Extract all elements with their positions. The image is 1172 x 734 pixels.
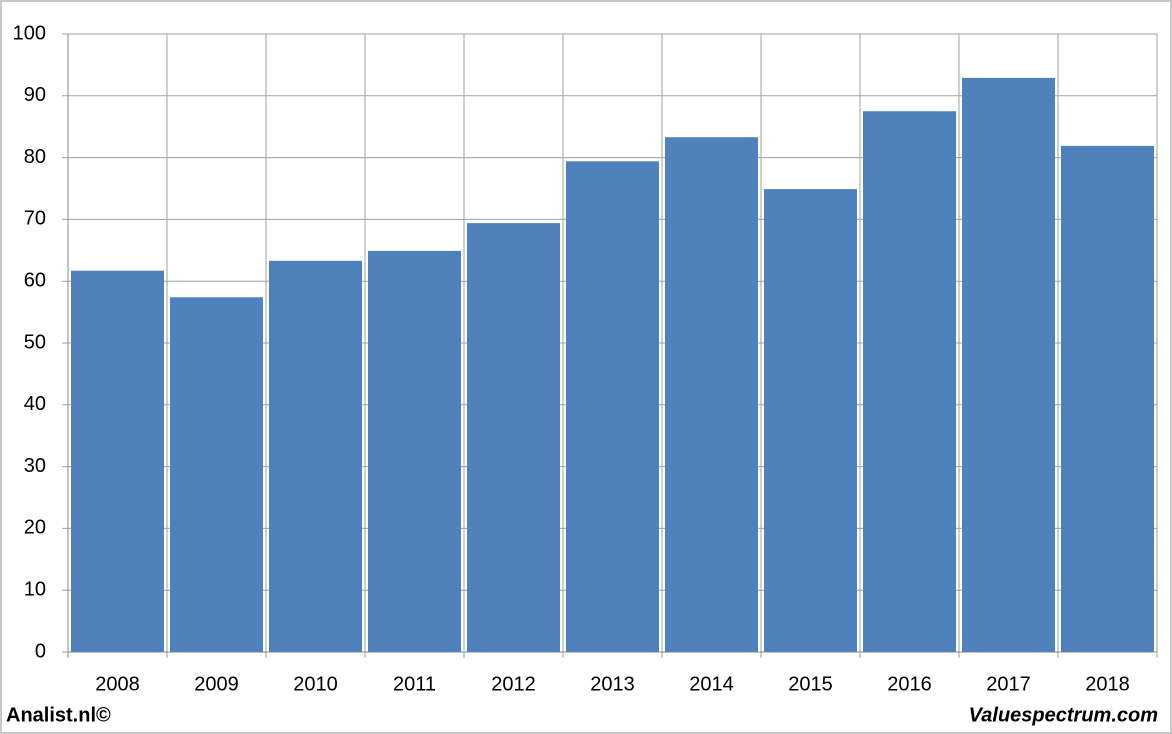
y-tick-label: 40 bbox=[24, 393, 46, 415]
x-tick-label: 2008 bbox=[95, 673, 140, 695]
y-tick-label: 50 bbox=[24, 331, 46, 353]
y-tick-label: 0 bbox=[35, 640, 46, 662]
bar bbox=[764, 189, 857, 653]
x-tick-label: 2014 bbox=[689, 673, 734, 695]
source-left: Analist.nl© bbox=[6, 704, 111, 726]
bar bbox=[1061, 145, 1154, 652]
bar bbox=[962, 77, 1055, 653]
x-tick-label: 2017 bbox=[986, 673, 1031, 695]
bar bbox=[467, 223, 560, 652]
bar bbox=[71, 270, 164, 652]
y-tick-label: 90 bbox=[24, 84, 46, 106]
bar bbox=[665, 137, 758, 652]
x-tick-label: 2015 bbox=[788, 673, 833, 695]
x-tick-label: 2009 bbox=[194, 673, 239, 695]
x-tick-label: 2018 bbox=[1085, 673, 1130, 695]
x-tick-label: 2013 bbox=[590, 673, 635, 695]
bar bbox=[368, 250, 461, 652]
bar bbox=[170, 297, 263, 652]
bar bbox=[269, 260, 362, 652]
y-tick-label: 10 bbox=[24, 578, 46, 600]
y-tick-label: 70 bbox=[24, 208, 46, 230]
y-tick-label: 80 bbox=[24, 146, 46, 168]
x-tick-label: 2016 bbox=[887, 673, 932, 695]
y-tick-label: 60 bbox=[24, 269, 46, 291]
x-tick-label: 2012 bbox=[491, 673, 536, 695]
bar bbox=[566, 161, 659, 653]
y-tick-label: 30 bbox=[24, 455, 46, 477]
y-tick-label: 100 bbox=[13, 22, 46, 44]
x-tick-label: 2011 bbox=[393, 673, 436, 695]
x-tick-label: 2010 bbox=[293, 673, 338, 695]
y-tick-label: 20 bbox=[24, 517, 46, 539]
source-right: Valuespectrum.com bbox=[969, 704, 1158, 726]
bar bbox=[863, 111, 956, 652]
